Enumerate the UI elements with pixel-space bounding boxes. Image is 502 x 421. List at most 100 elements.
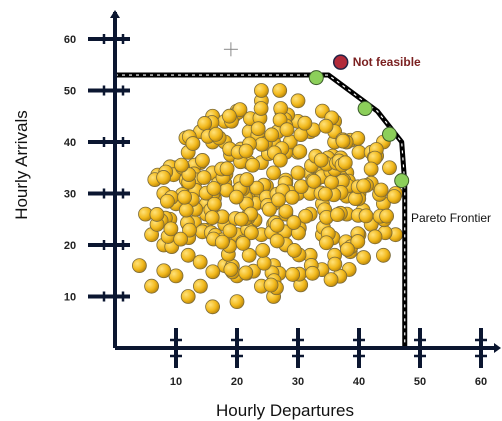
x-tick-label: 20 xyxy=(231,376,243,388)
infeasible-label: Not feasible xyxy=(353,55,421,69)
scatter-point xyxy=(207,196,222,212)
scatter-point xyxy=(278,203,294,219)
scatter-point xyxy=(297,115,313,131)
pareto-frontier-point xyxy=(394,173,410,189)
scatter-point xyxy=(256,255,272,271)
y-axis-title: Hourly Arrivals xyxy=(12,110,31,220)
scatter-point xyxy=(285,267,301,282)
scatter-point xyxy=(223,262,239,277)
scatter-point xyxy=(340,241,355,257)
scatter-point xyxy=(290,93,306,109)
scatter-point xyxy=(292,144,308,159)
scatter-point xyxy=(238,143,254,159)
scatter-point xyxy=(284,189,300,205)
scatter-point xyxy=(266,165,282,181)
scatter-point xyxy=(356,250,372,265)
scatter-point xyxy=(208,127,224,142)
scatter-point xyxy=(197,116,213,131)
pareto-frontier-label: Pareto Frontier xyxy=(411,211,491,225)
scatter-point xyxy=(356,178,372,194)
x-tick-label: 30 xyxy=(292,376,304,388)
scatter-point xyxy=(335,133,351,149)
scatter-point xyxy=(306,173,322,189)
scatter-point xyxy=(269,217,285,233)
y-tick-label: 20 xyxy=(64,240,76,252)
scatter-point xyxy=(382,160,397,176)
scatter-point xyxy=(363,161,379,177)
scatter-point xyxy=(222,108,237,124)
scatter-point xyxy=(262,202,277,217)
x-axis-title: Hourly Departures xyxy=(216,401,354,420)
scatter-point xyxy=(243,225,259,241)
scatter-point xyxy=(144,278,160,294)
scatter-point xyxy=(182,222,197,238)
scatter-point xyxy=(205,264,221,280)
scatter-point xyxy=(174,157,189,173)
scatter-point xyxy=(327,256,343,272)
y-tick-label: 60 xyxy=(64,34,76,46)
scatter-point xyxy=(253,83,269,98)
scatter-point xyxy=(298,208,313,224)
scatter-point xyxy=(386,189,402,204)
scatter-point xyxy=(293,179,309,194)
scatter-point xyxy=(239,172,255,187)
scatter-point xyxy=(337,155,353,171)
scatter-point xyxy=(156,170,171,185)
scatter-point xyxy=(195,153,210,168)
scatter-point xyxy=(253,101,269,116)
scatter-point xyxy=(250,121,266,137)
data-points-layer xyxy=(131,83,404,315)
x-axis-arrow xyxy=(494,343,501,353)
scatter-point xyxy=(235,236,251,251)
scatter-point xyxy=(272,152,288,168)
scatter-point xyxy=(305,265,320,281)
scatter-point xyxy=(375,247,391,263)
scatter-point xyxy=(196,170,212,185)
pareto-frontier-dashes xyxy=(115,74,406,348)
scatter-point xyxy=(177,189,192,205)
axes-layer xyxy=(88,10,501,368)
scatter-point xyxy=(319,235,334,251)
scatter-point xyxy=(367,229,383,245)
scatter-point xyxy=(214,234,230,250)
x-tick-label: 10 xyxy=(170,376,182,388)
scatter-point xyxy=(249,180,265,196)
scatter-point xyxy=(358,208,374,224)
scatter-point xyxy=(323,272,339,288)
scatter-point xyxy=(192,254,208,270)
scatter-point xyxy=(318,118,334,134)
scatter-point xyxy=(163,221,179,237)
x-tick-label: 60 xyxy=(475,376,487,388)
scatter-point xyxy=(269,233,285,249)
scatter-point xyxy=(205,299,221,315)
scatter-point xyxy=(238,265,254,281)
y-tick-label: 50 xyxy=(64,86,76,98)
scatter-point xyxy=(219,161,235,177)
scatter-point xyxy=(156,263,172,279)
y-tick-label: 30 xyxy=(64,189,76,201)
scatter-point xyxy=(379,208,395,224)
scatter-point xyxy=(263,277,279,293)
scatter-point xyxy=(232,102,248,118)
scatter-point xyxy=(245,157,261,173)
scatter-point xyxy=(222,223,238,239)
scatter-point xyxy=(180,247,196,263)
scatter-point xyxy=(330,207,345,223)
scatter-point xyxy=(229,189,244,205)
scatter-point xyxy=(131,258,147,274)
scatter-point xyxy=(279,122,295,138)
x-tick-label: 50 xyxy=(414,376,426,388)
scatter-point xyxy=(180,289,196,304)
pareto-frontier-point xyxy=(357,101,373,117)
scatter-point xyxy=(286,215,302,230)
scatter-point xyxy=(286,243,302,258)
scatter-point xyxy=(192,278,208,294)
scatter-point xyxy=(206,181,222,196)
x-tick-label: 40 xyxy=(353,376,365,388)
scatter-point xyxy=(204,210,220,226)
scatter-point xyxy=(149,207,165,222)
scatter-point xyxy=(290,165,306,181)
y-tick-label: 40 xyxy=(64,137,76,149)
